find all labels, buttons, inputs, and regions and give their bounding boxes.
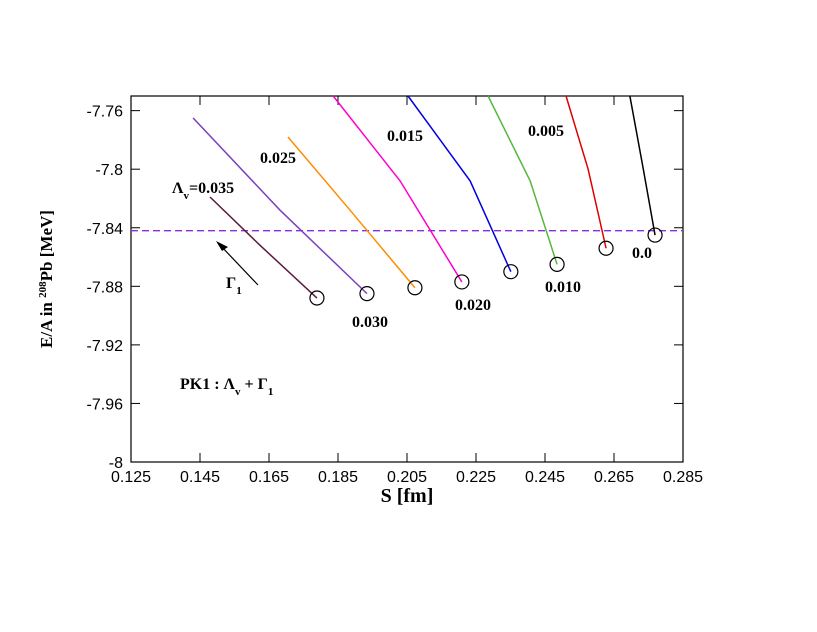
curve-label-part: Λ [172,180,184,197]
annotation-part: PK1 : Λ [180,376,236,393]
end-marker [454,274,470,290]
curve [209,196,318,299]
y-axis-label-part: E/A in [37,298,56,348]
annotation-part: + Γ [241,376,268,393]
curve [565,95,607,249]
y-tick-label: -7.92 [87,338,124,355]
y-tick-label: -7.84 [87,221,124,238]
x-axis-label: S [fm] [381,485,434,507]
end-marker [598,240,614,256]
x-tick-label: 0.185 [318,469,358,486]
annotation: PK1 : Λv + Γ1 [180,376,273,398]
curve-label: 0.020 [455,297,491,314]
y-axis-label-part: Pb [MeV] [37,210,56,281]
y-axis-label-part: 208 [37,281,49,298]
curve-label: 0.030 [352,314,388,331]
curve [629,95,656,236]
y-tick-label: -8 [109,455,123,472]
end-marker [407,280,423,296]
curve-label-part: v [183,190,189,202]
curve-label: 0.0 [632,245,652,262]
y-axis-label: E/A in 208Pb [MeV] [37,210,56,348]
end-marker [647,227,663,243]
curve-label: 0.025 [260,150,296,167]
arrow [219,244,259,286]
y-tick-label: -7.88 [87,279,124,296]
x-tick-label: 0.265 [594,469,634,486]
end-marker [549,256,565,272]
annotation-part: Γ [226,275,236,292]
x-tick-label: 0.125 [111,469,151,486]
curve [407,95,512,272]
annotation: Γ1 [226,275,242,297]
curve [487,95,558,265]
curve-label: 0.010 [545,279,581,296]
end-marker [503,264,519,280]
curve [332,95,463,283]
end-marker [359,286,375,302]
x-tick-label: 0.205 [387,469,427,486]
arrow-head [216,241,228,251]
y-tick-label: -7.96 [87,396,124,413]
y-tick-label: -7.76 [87,104,124,121]
curve-label: 0.005 [528,123,564,140]
curve-label-part: =0.035 [189,180,234,197]
x-tick-label: 0.225 [456,469,496,486]
curve [192,117,368,295]
x-tick-label: 0.245 [525,469,565,486]
x-tick-label: 0.145 [180,469,220,486]
y-tick-label: -7.8 [95,162,123,179]
annotation-part: 1 [268,386,274,398]
annotation-part: v [235,386,241,398]
curve-label: 0.015 [387,128,423,145]
curve-label: Λv=0.035 [172,180,234,202]
x-tick-label: 0.165 [249,469,289,486]
end-marker [309,290,325,306]
curve [287,136,416,289]
annotation-part: 1 [236,285,242,297]
x-tick-label: 0.285 [663,469,703,486]
